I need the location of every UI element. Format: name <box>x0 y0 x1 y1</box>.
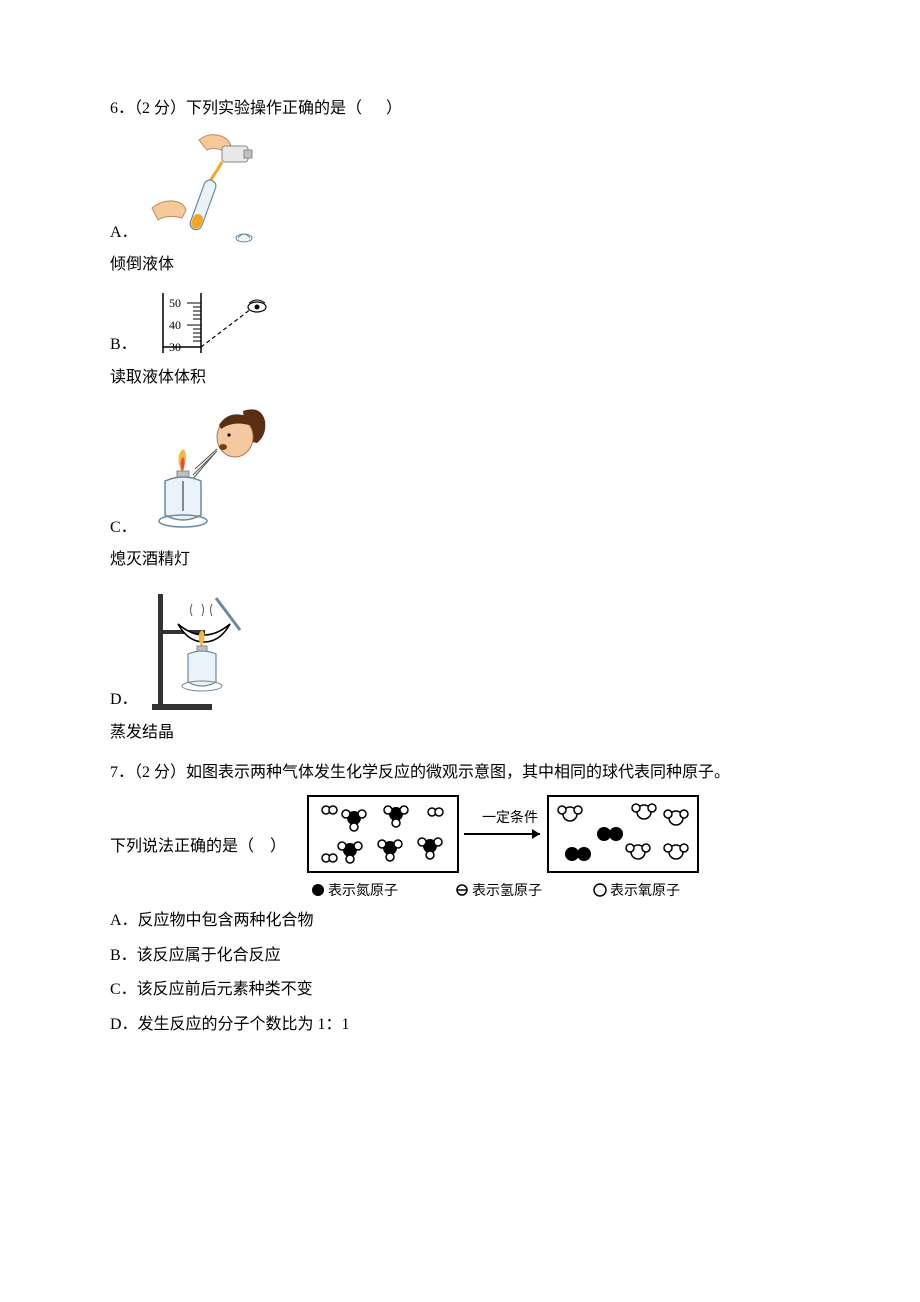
q6-stem: 6．（2 分）下列实验操作正确的是（ ） <box>110 94 810 124</box>
pour-liquid-icon <box>144 128 264 248</box>
q7-row: 下列说法正确的是（ ） <box>110 792 704 902</box>
q7-option-d: D．发生反应的分子个数比为 1：1 <box>110 1010 810 1040</box>
q7-option-b: B．该反应属于化合反应 <box>110 941 810 971</box>
blow-lamp-icon <box>143 403 273 543</box>
q6-option-b-label: B． <box>110 330 137 360</box>
q7-tail-prefix: 下列说法正确的是（ <box>110 832 254 862</box>
q6-option-a-label: A． <box>110 218 138 248</box>
legend-h: 表示氢原子 <box>472 883 542 899</box>
q6-option-c-caption: 熄灭酒精灯 <box>110 545 810 575</box>
read-volume-icon: 50 40 30 <box>143 291 273 361</box>
q7-option-a: A．反应物中包含两种化合物 <box>110 906 810 936</box>
q6-option-b-figure: 50 40 30 <box>143 291 273 361</box>
q6-option-d-row: D． <box>110 586 810 716</box>
arrow-label: 一定条件 <box>482 809 538 826</box>
q6-blank <box>366 100 382 117</box>
q7-option-c: C．该反应前后元素种类不变 <box>110 975 810 1005</box>
tick-30: 30 <box>169 340 181 354</box>
evaporate-icon <box>144 586 264 716</box>
tick-40: 40 <box>169 318 181 332</box>
q7-figure: 一定条件 表示氮原子 表示氢原子 <box>304 792 704 902</box>
q7-blank <box>254 832 270 862</box>
q6-option-d-caption: 蒸发结晶 <box>110 718 810 748</box>
q6-option-a-figure <box>144 128 264 248</box>
q6-stem-suffix: ） <box>386 100 402 117</box>
q6-option-c-label: C． <box>110 513 137 543</box>
q6-option-b-caption: 读取液体体积 <box>110 363 810 393</box>
q6-option-b-row: B． 50 40 30 <box>110 291 810 361</box>
tick-50: 50 <box>169 296 181 310</box>
q6-stem-prefix: 6．（2 分）下列实验操作正确的是（ <box>110 100 362 117</box>
legend-n: 表示氮原子 <box>328 883 398 899</box>
q6-option-a-row: A． <box>110 128 810 248</box>
q6-option-d-label: D． <box>110 685 138 715</box>
q6-option-c-figure <box>143 403 273 543</box>
reaction-diagram-icon: 一定条件 表示氮原子 表示氢原子 <box>304 792 704 902</box>
q6-option-c-row: C． <box>110 403 810 543</box>
q7-tail-suffix: ） <box>270 832 286 862</box>
legend-o: 表示氧原子 <box>610 883 680 899</box>
q7-stem: 7．（2 分）如图表示两种气体发生化学反应的微观示意图，其中相同的球代表同种原子… <box>110 758 810 788</box>
q6-option-a-caption: 倾倒液体 <box>110 250 810 280</box>
q6-option-d-figure <box>144 586 264 716</box>
